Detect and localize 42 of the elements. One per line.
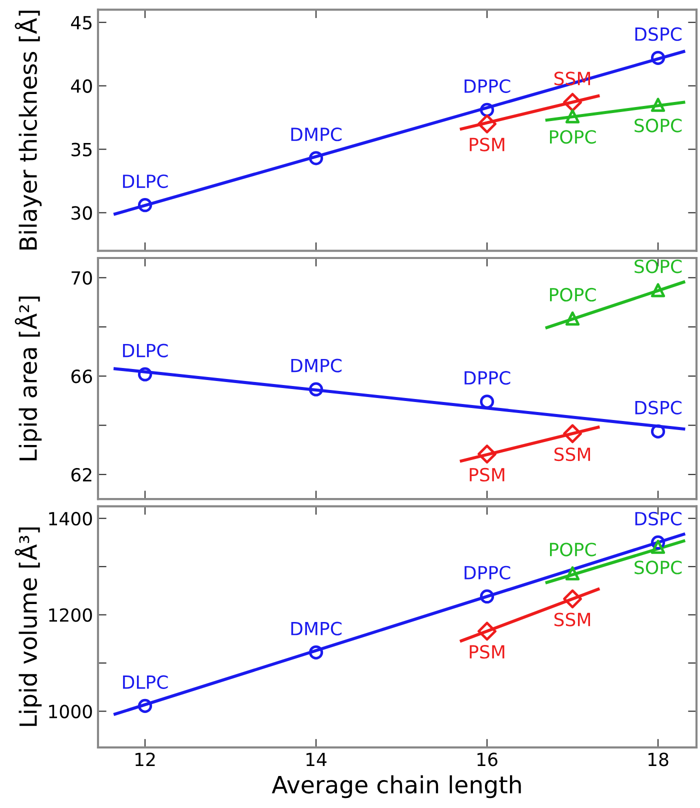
x-tick-label: 14 [306, 752, 326, 766]
annotation: DPPC [464, 566, 510, 580]
annotation: SOPC [634, 118, 682, 132]
annotation: DLPC [123, 174, 168, 188]
annotation: SSM [554, 72, 590, 86]
y-tick-label: 35 [72, 142, 92, 156]
annotation: DSPC [635, 512, 682, 526]
annotation: SSM [554, 612, 590, 626]
annotation: DSPC [635, 400, 682, 414]
x-tick-label: 12 [136, 752, 155, 766]
y-tick-label: 1400 [49, 512, 92, 526]
annotation: DMPC [291, 622, 342, 636]
y-axis-title: Lipid volume [Å³] [14, 528, 42, 726]
annotation: DSPC [635, 27, 682, 41]
y-axis-title: Bilayer thickness [Å] [14, 10, 42, 250]
annotation: SOPC [634, 260, 682, 274]
x-axis-title: Average chain length [272, 775, 521, 798]
y-tick-label: 70 [72, 271, 92, 285]
annotation: POPC [550, 542, 596, 556]
annotation: DMPC [291, 358, 342, 372]
annotation: SOPC [634, 560, 682, 574]
annotation: DPPC [464, 79, 510, 93]
x-tick-label: 16 [478, 752, 498, 766]
annotation: DMPC [291, 128, 342, 142]
x-tick-label: 18 [648, 752, 668, 766]
y-tick-label: 40 [71, 79, 92, 93]
y-tick-label: 45 [71, 16, 92, 30]
y-axis-title: Lipid area [Å²] [14, 296, 42, 460]
annotation: POPC [550, 130, 596, 144]
y-tick-label: 1000 [49, 704, 92, 718]
annotation: DPPC [464, 371, 510, 385]
annotation: DLPC [123, 344, 168, 358]
y-tick-label: 1200 [49, 608, 92, 622]
annotation: PSM [470, 645, 504, 659]
annotation: POPC [550, 288, 596, 302]
annotation: PSM [470, 468, 504, 482]
annotation: DLPC [123, 675, 168, 689]
annotation: PSM [470, 138, 504, 152]
annotation: SSM [554, 447, 590, 462]
y-tick-label: 62 [71, 468, 92, 482]
y-tick-label: 30 [72, 206, 92, 220]
y-tick-label: 66 [71, 370, 92, 384]
